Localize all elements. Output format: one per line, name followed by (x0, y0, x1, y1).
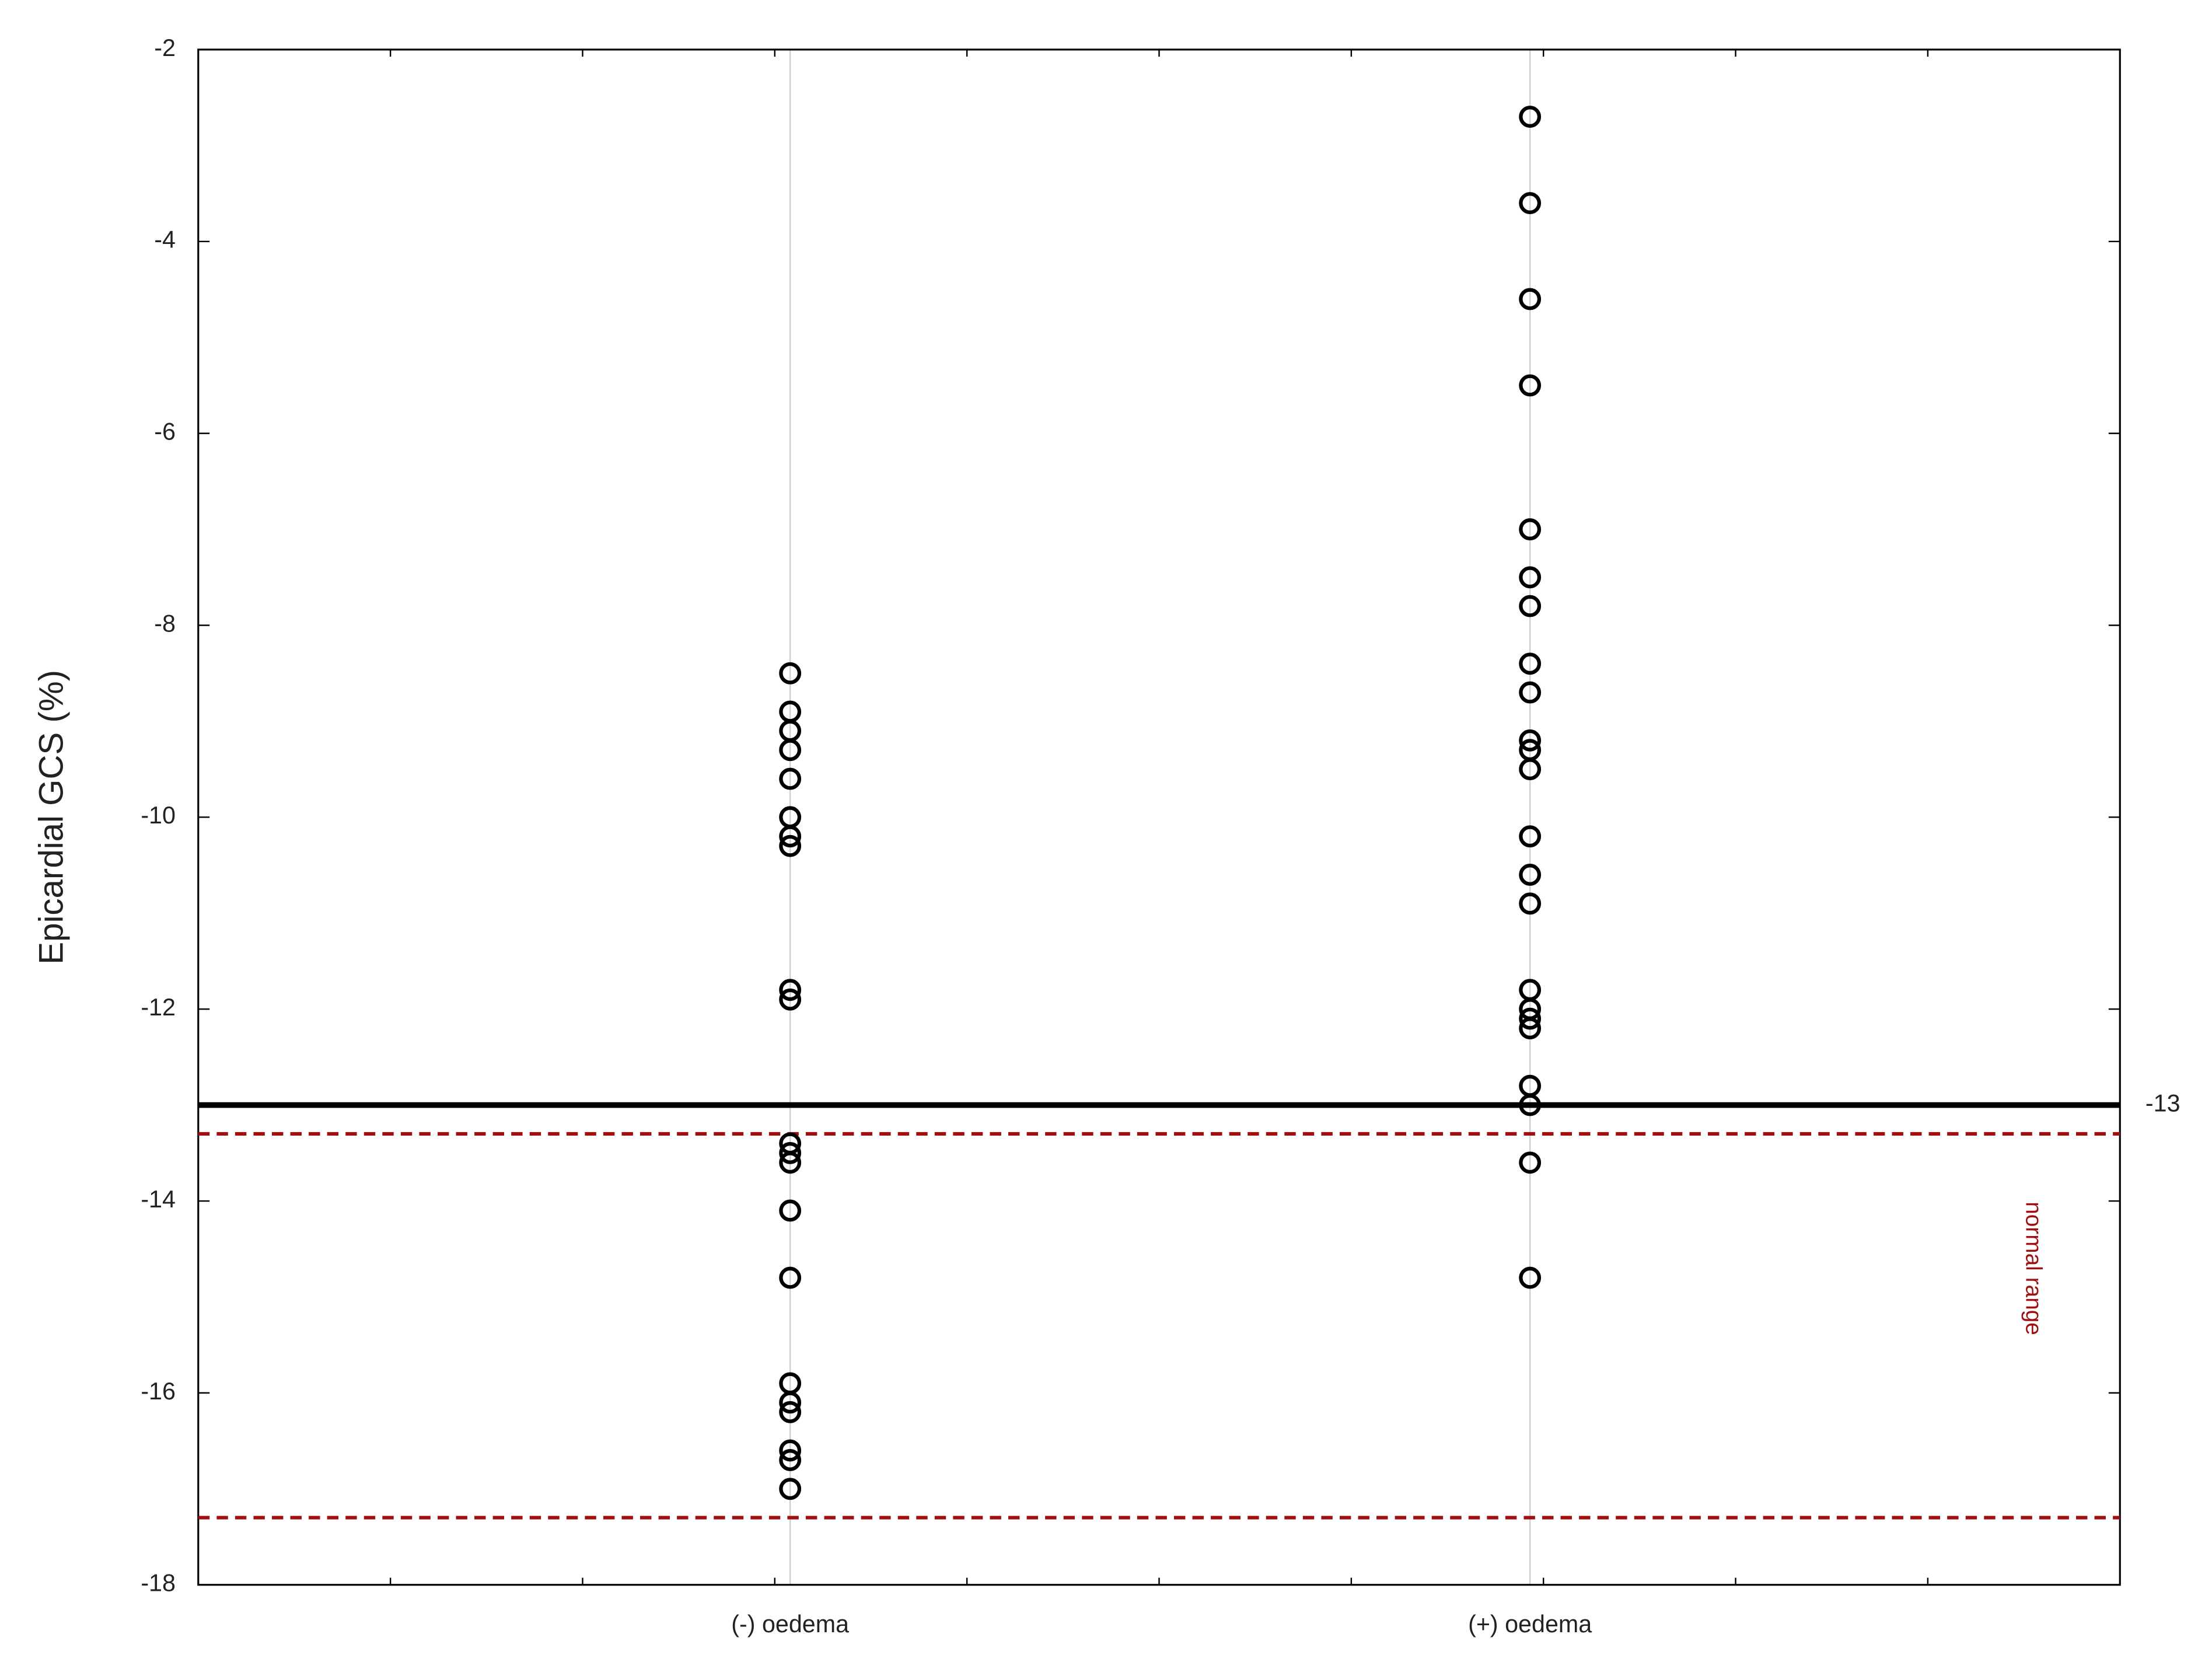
data-point (1519, 825, 1542, 848)
data-point (1519, 1151, 1542, 1174)
data-point (1519, 106, 1542, 128)
x-tick-label: (+) oedema (1468, 1611, 1592, 1637)
y-tick-label: -6 (154, 418, 176, 445)
y-tick-label: -16 (141, 1378, 176, 1405)
data-point (779, 1478, 802, 1500)
data-point (1519, 681, 1542, 704)
data-point (1519, 758, 1542, 781)
data-point (1519, 1266, 1542, 1289)
y-tick-label: -10 (141, 802, 176, 829)
y-tick-label: -2 (154, 34, 176, 61)
y-axis-label: Epicardial GCS (%) (33, 670, 71, 965)
data-point (1519, 892, 1542, 915)
y-tick-label: -14 (141, 1186, 176, 1213)
data-point (1519, 595, 1542, 617)
y-tick-label: -12 (141, 994, 176, 1021)
data-point (1519, 288, 1542, 310)
data-point (779, 979, 802, 1001)
data-point (1519, 192, 1542, 214)
normal-range-label: normal range (2021, 1202, 2046, 1335)
data-point (779, 662, 802, 685)
data-point (779, 1266, 802, 1289)
y-tick-label: -18 (141, 1570, 176, 1597)
data-point (779, 739, 802, 762)
x-tick-label: (-) oedema (731, 1611, 849, 1637)
data-point (1519, 374, 1542, 397)
data-point (1519, 566, 1542, 589)
data-point (1519, 1017, 1542, 1040)
y-tick-label: -8 (154, 610, 176, 637)
data-point (1519, 1094, 1542, 1116)
data-point (779, 825, 802, 848)
data-point (1519, 1007, 1542, 1030)
data-point (779, 767, 802, 790)
data-point (779, 1401, 802, 1423)
data-point (779, 835, 802, 857)
data-point (779, 988, 802, 1011)
data-point (779, 1151, 802, 1174)
data-point (1519, 652, 1542, 675)
data-point (779, 1439, 802, 1462)
data-point (779, 1141, 802, 1164)
data-point (779, 1449, 802, 1471)
data-point (1519, 729, 1542, 752)
data-point (1519, 518, 1542, 540)
reference-line-label: -13 (2145, 1090, 2180, 1117)
y-tick-label: -4 (154, 226, 176, 253)
data-point (779, 1199, 802, 1222)
data-point (779, 1391, 802, 1414)
data-point (1519, 864, 1542, 886)
